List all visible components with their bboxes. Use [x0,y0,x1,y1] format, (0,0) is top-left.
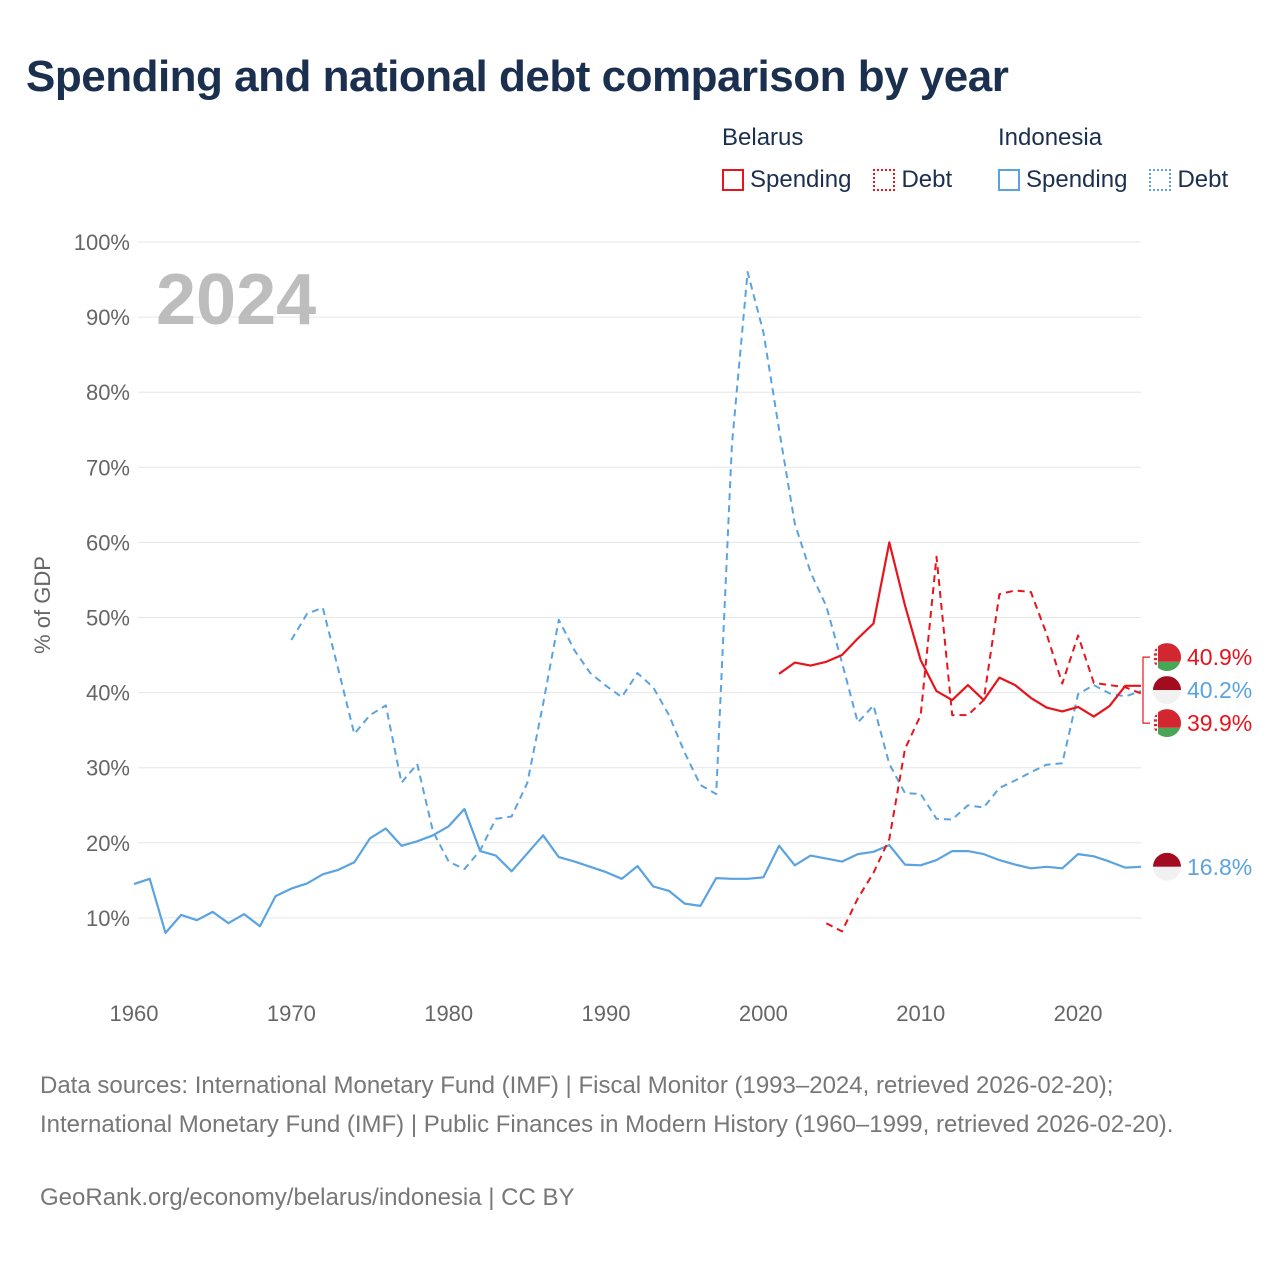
legend-label: Debt [901,166,953,193]
line-chart: 10% 20% 30% 40% 50% 60% 70% 80% 90% 100% 1960 1970 1… [30,230,1252,1026]
legend-swatch-dotted-icon [873,169,896,191]
legend-label: Debt [1177,166,1229,193]
y-tick-label: 30% [86,756,130,781]
flag-indonesia-icon [1153,676,1181,705]
x-tick-label: 1960 [110,1001,159,1026]
x-tick-label: 2020 [1054,1001,1103,1026]
flag-indonesia-icon [1153,852,1181,881]
legend-indonesia: Indonesia Spending Debt [998,124,1228,194]
x-tick-label: 2000 [739,1001,788,1026]
x-tick-label: 2010 [896,1001,945,1026]
end-value-label: 40.2% [1187,677,1252,703]
y-tick-label: 80% [86,380,130,405]
chart-title: Spending and national debt comparison by… [26,52,1009,101]
series-lines [133,271,1142,935]
axis-labels: 10% 20% 30% 40% 50% 60% 70% 80% 90% 100% 1960 1970 1… [74,230,1103,1026]
series-line-belarus-spending [778,541,1141,718]
label-bracket [1142,656,1150,724]
y-axis-title: % of GDP [30,556,55,654]
flag-belarus-icon [1153,709,1181,738]
end-value-label: 16.8% [1187,854,1252,880]
series-line-indonesia-spending [133,807,1142,935]
x-tick-label: 1990 [582,1001,631,1026]
legend-label: Spending [1026,166,1128,193]
legend-country-belarus: Belarus [722,124,804,151]
attribution-link[interactable]: GeoRank.org/economy/belarus/indonesia | … [40,1184,575,1211]
flag-belarus-icon [1153,643,1181,672]
grid-lines [138,241,1141,919]
y-tick-label: 90% [86,305,130,330]
x-tick-label: 1970 [267,1001,316,1026]
data-sources: Data sources: International Monetary Fun… [40,1072,1174,1138]
legend-swatch-solid-icon [998,169,1020,191]
end-value-label: 40.9% [1187,644,1252,670]
end-value-label: 39.9% [1187,710,1252,736]
y-tick-label: 60% [86,530,130,555]
y-tick-label: 10% [86,906,130,931]
series-line-belarus-debt [825,555,1142,933]
series-line-indonesia-debt [290,271,1142,871]
legend-item-indonesia-debt[interactable]: Debt [1149,166,1228,194]
y-tick-label: 70% [86,455,130,480]
end-labels: 40.9% 40.2% 39.9% 16.8% [1142,643,1252,881]
year-watermark: 2024 [156,260,316,340]
y-tick-label: 50% [86,606,130,631]
x-tick-label: 1980 [424,1001,473,1026]
y-tick-label: 40% [86,681,130,706]
legend-item-belarus-spending[interactable]: Spending [722,166,851,194]
legend-belarus: Belarus Spending Debt [722,124,968,194]
legend-item-belarus-debt[interactable]: Debt [873,166,952,194]
legend-label: Spending [750,166,852,193]
legend-country-indonesia: Indonesia [998,124,1103,151]
legend-swatch-dotted-icon [1149,169,1172,191]
legend-swatch-solid-icon [722,169,744,191]
y-tick-label: 100% [74,230,130,255]
legend-item-indonesia-spending[interactable]: Spending [998,166,1127,194]
y-tick-label: 20% [86,831,130,856]
